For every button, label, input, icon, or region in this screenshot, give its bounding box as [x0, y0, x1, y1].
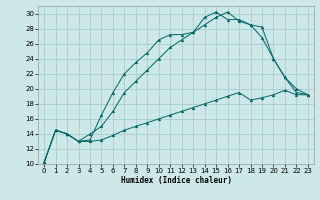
X-axis label: Humidex (Indice chaleur): Humidex (Indice chaleur) — [121, 176, 231, 185]
